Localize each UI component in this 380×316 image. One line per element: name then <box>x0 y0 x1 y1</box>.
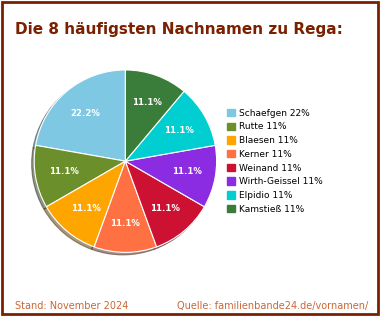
Text: 11.1%: 11.1% <box>49 167 79 176</box>
Wedge shape <box>125 70 184 161</box>
Text: 11.1%: 11.1% <box>171 167 201 176</box>
Wedge shape <box>125 145 217 207</box>
Wedge shape <box>46 161 125 247</box>
Text: 11.1%: 11.1% <box>164 126 194 135</box>
Wedge shape <box>125 91 215 161</box>
Wedge shape <box>36 70 125 161</box>
Wedge shape <box>94 161 157 252</box>
Text: 11.1%: 11.1% <box>150 204 180 213</box>
Text: 11.1%: 11.1% <box>111 219 140 228</box>
Wedge shape <box>34 145 125 207</box>
Legend: Schaefgen 22%, Rutte 11%, Blaesen 11%, Kerner 11%, Weinand 11%, Wirth-Geissel 11: Schaefgen 22%, Rutte 11%, Blaesen 11%, K… <box>225 107 325 216</box>
Text: Stand: November 2024: Stand: November 2024 <box>15 301 128 311</box>
Text: Quelle: familienbande24.de/vornamen/: Quelle: familienbande24.de/vornamen/ <box>177 301 369 311</box>
Text: 22.2%: 22.2% <box>71 109 100 118</box>
Wedge shape <box>125 161 204 247</box>
Text: 11.1%: 11.1% <box>71 204 100 213</box>
Text: 11.1%: 11.1% <box>132 98 162 107</box>
Text: Die 8 häufigsten Nachnamen zu Rega:: Die 8 häufigsten Nachnamen zu Rega: <box>15 22 343 37</box>
